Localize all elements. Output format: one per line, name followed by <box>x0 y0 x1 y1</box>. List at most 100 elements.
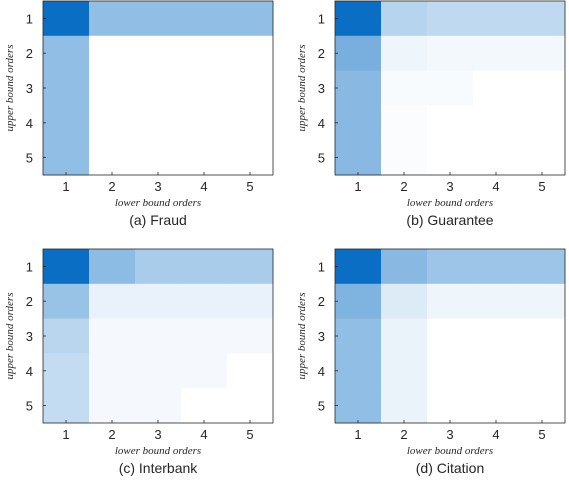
y-tick-label: 2 <box>318 294 325 309</box>
y-tick-label: 2 <box>318 46 325 61</box>
y-tick-label: 3 <box>318 81 325 96</box>
heatmap-cell <box>227 1 274 37</box>
heatmap-cell <box>135 105 182 141</box>
heatmap-cell <box>181 249 228 285</box>
heatmap-cell <box>427 105 474 141</box>
heatmap-cell <box>519 249 566 285</box>
heatmap-cell <box>473 388 520 424</box>
heatmap-cell <box>89 140 136 176</box>
heatmap-cell <box>519 1 566 37</box>
heatmap-cell <box>89 35 136 71</box>
y-tick-label: 2 <box>26 46 33 61</box>
heatmap-cell <box>181 388 228 424</box>
y-tick-label: 5 <box>318 399 325 414</box>
heatmap-cell <box>519 140 566 176</box>
heatmap-cell <box>135 1 182 37</box>
heatmap-cell <box>227 70 274 106</box>
x-tick-label: 2 <box>108 179 115 194</box>
heatmap-cell <box>181 70 228 106</box>
x-tick-label: 5 <box>246 179 253 194</box>
heatmap-cell <box>473 105 520 141</box>
heatmap-cell <box>427 70 474 106</box>
heatmap-cell <box>519 105 566 141</box>
y-tick-label: 4 <box>26 116 33 131</box>
x-axis-label: lower bound orders <box>115 197 201 209</box>
heatmap-cell <box>43 318 90 354</box>
heatmap-cell <box>43 249 90 285</box>
heatmap-cell <box>181 1 228 37</box>
y-tick-label: 1 <box>318 259 325 274</box>
heatmap-cell <box>89 283 136 319</box>
heatmap-cell <box>227 35 274 71</box>
y-axis-label: upper bound orders <box>4 45 16 132</box>
heatmap-cell <box>519 283 566 319</box>
heatmap-cell <box>89 105 136 141</box>
y-tick-label: 5 <box>318 151 325 166</box>
heatmap-cell <box>335 283 382 319</box>
heatmap-cell <box>135 35 182 71</box>
x-tick-label: 3 <box>446 427 453 442</box>
heatmap-cell <box>427 283 474 319</box>
heatmap-cell <box>181 105 228 141</box>
heatmap-cell <box>473 353 520 389</box>
x-tick-label: 4 <box>200 179 207 194</box>
heatmap-cell <box>43 388 90 424</box>
x-tick-label: 5 <box>538 427 545 442</box>
heatmap-cell <box>43 35 90 71</box>
x-tick-label: 1 <box>62 427 69 442</box>
heatmap-cell <box>473 140 520 176</box>
x-tick-label: 4 <box>492 427 499 442</box>
heatmap-cell <box>227 353 274 389</box>
heatmap-cell <box>519 70 566 106</box>
heatmap-cell <box>335 70 382 106</box>
x-axis-label: lower bound orders <box>407 445 493 457</box>
heatmap-cell <box>89 1 136 37</box>
heatmap-cell <box>335 388 382 424</box>
heatmap-cell <box>427 1 474 37</box>
y-tick-label: 1 <box>318 11 325 26</box>
heatmap-cell <box>227 283 274 319</box>
heatmap-cell <box>43 353 90 389</box>
heatmap-cell <box>135 283 182 319</box>
heatmap-cell <box>381 35 428 71</box>
heatmap-cell <box>135 388 182 424</box>
heatmap-cell <box>381 353 428 389</box>
heatmap-cell <box>519 388 566 424</box>
x-tick-label: 1 <box>354 179 361 194</box>
x-tick-label: 5 <box>246 427 253 442</box>
heatmap-cell <box>381 105 428 141</box>
heatmap-cell <box>473 1 520 37</box>
heatmap-cell <box>227 388 274 424</box>
heatmap-cell <box>473 70 520 106</box>
heatmap-cell <box>427 318 474 354</box>
y-tick-label: 2 <box>26 294 33 309</box>
heatmap-cell <box>135 70 182 106</box>
panel-caption: (a) Fraud <box>129 212 187 228</box>
heatmap-cell <box>427 140 474 176</box>
heatmap-cell <box>227 105 274 141</box>
heatmap-cell <box>89 249 136 285</box>
heatmap-panel-2: 1 2 3 4 5 1 2 3 4 5 lower bound orders upper bound … <box>296 0 566 228</box>
heatmap-cell <box>427 249 474 285</box>
y-axis-label: upper bound orders <box>296 45 308 132</box>
heatmap-cell <box>135 353 182 389</box>
x-tick-label: 1 <box>354 427 361 442</box>
y-tick-label: 3 <box>26 81 33 96</box>
heatmap-cell <box>227 140 274 176</box>
heatmap-cell <box>473 35 520 71</box>
heatmap-cell <box>381 249 428 285</box>
heatmap-cell <box>519 318 566 354</box>
heatmap-cell <box>181 35 228 71</box>
x-tick-label: 5 <box>538 179 545 194</box>
heatmap-cell <box>135 140 182 176</box>
heatmap-panel-3: 1 2 3 4 5 1 2 3 4 5 lower bound orders upper bound … <box>4 248 274 476</box>
heatmap-cell <box>181 140 228 176</box>
heatmap-cell <box>89 318 136 354</box>
panel-caption: (b) Guarantee <box>406 212 493 228</box>
x-tick-label: 2 <box>108 427 115 442</box>
heatmap-cell <box>519 353 566 389</box>
heatmap-cell <box>181 283 228 319</box>
heatmap-cell <box>89 70 136 106</box>
heatmap-cell <box>381 318 428 354</box>
heatmap-cell <box>473 283 520 319</box>
